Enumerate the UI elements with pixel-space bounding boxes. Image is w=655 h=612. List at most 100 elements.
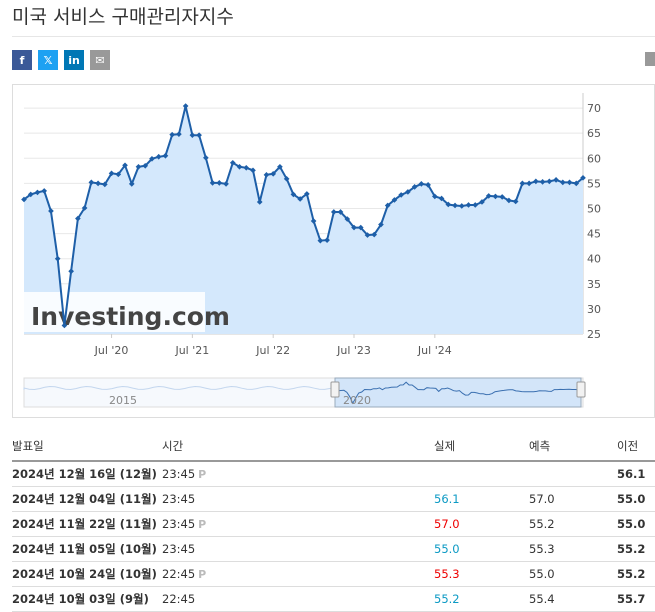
cell-previous-text: 56.1 [617, 467, 646, 481]
data-point [203, 154, 209, 161]
cell-time: 23:45 P [162, 511, 434, 537]
preliminary-icon: P [198, 568, 207, 581]
data-point [391, 197, 398, 203]
data-point [128, 181, 135, 187]
cell-time: 22:45 P [162, 561, 434, 587]
page-title: 미국 서비스 구매관리자지수 [12, 6, 234, 28]
header-time[interactable]: 시간 [162, 434, 434, 462]
print-icon[interactable] [645, 52, 655, 66]
data-point [27, 191, 34, 198]
cell-time-text: 23:45 [162, 467, 196, 481]
data-point [310, 218, 317, 224]
cell-time: 23:45 [162, 536, 434, 562]
table-row: 2024년 11월 05일 (10월) 23:45 55.0 55.3 55.2 [12, 536, 655, 562]
cell-actual: 55.0 [434, 536, 529, 562]
data-point [34, 189, 41, 196]
x-icon[interactable]: 𝕏 [38, 50, 58, 70]
linkedin-icon[interactable]: in [64, 50, 84, 70]
data-point [277, 163, 283, 170]
chart-container: 25 30 35 40 45 50 55 60 65 70 Investing.com Jul '20… [12, 84, 655, 418]
cell-previous: 56.1 [617, 461, 655, 487]
cell-actual-text: 57.0 [434, 517, 460, 531]
data-point [209, 180, 216, 186]
header-forecast[interactable]: 예측 [529, 434, 617, 462]
data-point [506, 197, 512, 204]
data-point [418, 181, 425, 187]
y-tick-label: 70 [587, 102, 601, 115]
navigator-selection [334, 377, 582, 408]
x-tick-label: Jul '22 [255, 344, 290, 357]
data-point [425, 182, 431, 188]
data-point [472, 202, 479, 208]
data-point [290, 191, 297, 198]
data-point [162, 152, 169, 159]
data-point [283, 176, 290, 182]
cell-time-text: 23:45 [162, 492, 196, 506]
series-area [24, 106, 583, 334]
data-point [357, 224, 364, 231]
data-point [108, 170, 115, 177]
facebook-icon[interactable]: f [12, 50, 32, 70]
cell-date-text: 2024년 12월 16일 (12월) [12, 467, 157, 481]
data-point [236, 163, 243, 170]
cell-forecast [529, 461, 617, 487]
cell-forecast: 57.0 [529, 486, 617, 512]
share-bar: f 𝕏 in ✉ [12, 50, 110, 70]
cell-date-text: 2024년 10월 24일 (10월) [12, 567, 157, 581]
data-point [149, 155, 155, 162]
data-point [324, 237, 330, 243]
x-tick-label: Jul '20 [94, 344, 129, 357]
data-point [317, 237, 324, 244]
cell-date: 2024년 10월 24일 (10월) [12, 561, 162, 587]
cell-date-text: 2024년 10월 03일 (9월) [12, 592, 149, 606]
history-header-row: 발표일 시간 실제 예측 이전 [12, 434, 655, 462]
x-tick-label: Jul '21 [174, 344, 209, 357]
cell-previous: 55.0 [617, 486, 655, 512]
cell-previous-text: 55.0 [617, 492, 646, 506]
cell-time: 22:45 [162, 586, 434, 612]
table-row: 2024년 12월 04일 (11월) 23:45 56.1 57.0 55.0 [12, 486, 655, 512]
data-point [155, 153, 162, 160]
header-previous[interactable]: 이전 [617, 434, 655, 462]
navigator-handle [330, 381, 340, 398]
y-tick-label: 40 [587, 253, 601, 266]
cell-actual-text: 55.2 [434, 592, 460, 606]
data-point [458, 203, 465, 209]
email-icon[interactable]: ✉ [90, 50, 110, 70]
cell-previous: 55.2 [617, 536, 655, 562]
data-point [337, 209, 344, 215]
cell-forecast: 55.4 [529, 586, 617, 612]
data-point [479, 199, 485, 205]
data-point [330, 209, 337, 215]
header-date[interactable]: 발표일 [12, 434, 162, 462]
header-actual[interactable]: 실제 [434, 434, 529, 462]
table-row: 2024년 11월 22일 (11월) 23:45 P 57.0 55.2 55.0 [12, 511, 655, 537]
data-point [344, 216, 351, 222]
cell-time-text: 23:45 [162, 542, 196, 556]
data-point [573, 180, 580, 187]
watermark-bg [24, 292, 205, 332]
preliminary-icon: P [198, 468, 207, 481]
cell-time-text: 22:45 [162, 592, 196, 606]
data-point [438, 195, 445, 202]
data-point [519, 180, 526, 187]
data-point [546, 178, 553, 185]
cell-time-text: 23:45 [162, 517, 196, 531]
data-point [378, 221, 384, 228]
cell-previous: 55.7 [617, 586, 655, 612]
cell-date-text: 2024년 11월 22일 (11월) [12, 517, 157, 531]
cell-previous-text: 55.0 [617, 517, 646, 531]
data-point [95, 180, 101, 187]
y-tick-label: 65 [587, 127, 601, 140]
x-tick-label: Jul '24 [417, 344, 452, 357]
data-point [122, 162, 128, 169]
data-point [216, 180, 223, 186]
history-table: 발표일 시간 실제 예측 이전 2024년 12월 16일 (12월) 23:45… [12, 434, 655, 612]
table-row: 2024년 10월 03일 (9월) 22:45 55.2 55.4 55.7 [12, 586, 655, 612]
data-point [485, 193, 492, 199]
table-row: 2024년 12월 16일 (12월) 23:45 P 56.1 [12, 461, 655, 487]
data-point [68, 268, 74, 275]
x-tick-label: Jul '23 [336, 344, 371, 357]
cell-forecast-text: 55.3 [529, 542, 555, 556]
cell-actual: 57.0 [434, 511, 529, 537]
